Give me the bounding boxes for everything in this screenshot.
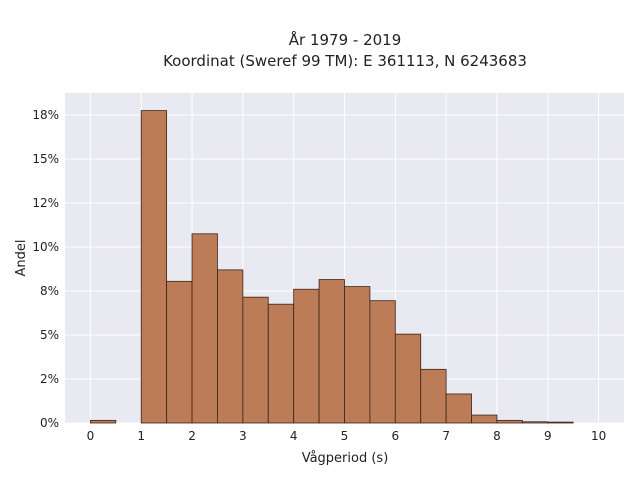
x-tick-label: 3: [239, 429, 247, 443]
histogram-bar: [318, 279, 345, 424]
histogram-bar: [471, 414, 498, 424]
x-tick-label: 9: [544, 429, 552, 443]
x-tick-label: 1: [137, 429, 145, 443]
y-tick-label: 5%: [40, 328, 59, 342]
histogram-bar: [521, 421, 549, 424]
x-tick-label: 5: [341, 429, 349, 443]
chart-title-line-2: Koordinat (Sweref 99 TM): E 361113, N 62…: [163, 52, 527, 70]
y-tick-label: 18%: [32, 108, 59, 122]
x-tick-label: 0: [87, 429, 95, 443]
y-tick-labels: 0% 2% 5% 8% 10% 12% 15% 18%: [32, 108, 59, 430]
histogram-bar: [420, 368, 447, 424]
x-axis-label: Vågperiod (s): [302, 451, 389, 466]
x-tick-labels: 0 1 2 3 4 5 6 7 8 9 10: [87, 429, 607, 443]
histogram-bar: [140, 110, 168, 424]
histogram-bar: [344, 286, 371, 424]
y-tick-label: 15%: [32, 152, 59, 166]
y-tick-label: 10%: [32, 240, 59, 254]
y-tick-label: 2%: [40, 372, 59, 386]
histogram-bar: [445, 393, 472, 424]
histogram-bar: [547, 421, 574, 424]
x-tick-label: 10: [591, 429, 606, 443]
histogram-bar: [369, 300, 396, 424]
histogram-bar: [242, 296, 269, 424]
y-tick-label: 0%: [40, 416, 59, 430]
x-tick-label: 7: [442, 429, 450, 443]
histogram-bar: [293, 288, 320, 424]
x-tick-label: 8: [493, 429, 501, 443]
histogram-bar: [267, 303, 295, 424]
chart-title-line-1: År 1979 - 2019: [289, 30, 402, 49]
y-axis-label: Andel: [14, 240, 29, 277]
y-tick-label: 8%: [40, 284, 59, 298]
histogram-bar: [90, 419, 117, 424]
x-tick-label: 4: [290, 429, 298, 443]
x-tick-label: 6: [391, 429, 399, 443]
histogram-bar: [191, 233, 218, 424]
histogram-bar: [166, 280, 193, 424]
histogram-bar: [394, 333, 422, 424]
histogram-bar: [496, 419, 523, 424]
x-tick-label: 2: [188, 429, 196, 443]
bars: [90, 110, 574, 424]
y-tick-label: 12%: [32, 196, 59, 210]
histogram-bar: [217, 269, 244, 424]
